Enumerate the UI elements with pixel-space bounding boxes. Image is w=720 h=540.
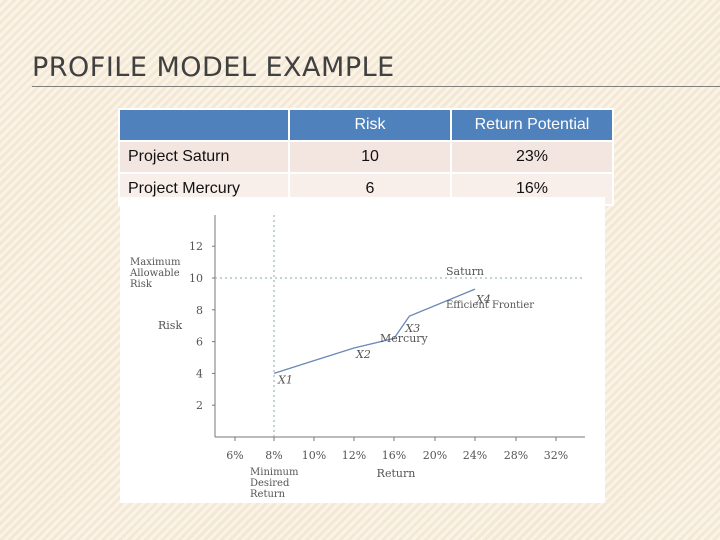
x-tick-label: 12% bbox=[342, 449, 366, 462]
mercury-label: Mercury bbox=[380, 332, 429, 345]
y-tick-label: 8 bbox=[196, 304, 203, 317]
y-tick-label: 4 bbox=[196, 367, 203, 380]
y-tick-label: 10 bbox=[189, 272, 203, 285]
x-tick-label: 24% bbox=[463, 449, 487, 462]
risk-value: 10 bbox=[288, 140, 452, 174]
slide-title: PROFILE MODEL EXAMPLE bbox=[32, 52, 395, 83]
x-tick-label: 32% bbox=[544, 449, 568, 462]
point-label: X1 bbox=[277, 373, 293, 386]
point-label: X2 bbox=[355, 348, 371, 361]
table-header-row: Risk Return Potential bbox=[118, 108, 614, 142]
point-label: X4 bbox=[475, 293, 491, 306]
return-value: 23% bbox=[450, 140, 614, 174]
y-axis-title: Risk bbox=[158, 319, 182, 332]
x-tick-label: 8% bbox=[265, 449, 282, 462]
project-table: Risk Return Potential Project Saturn 10 … bbox=[118, 108, 614, 206]
chart-svg: 2 4 6 8 10 12 6% 8% 10% 12% 16% 20% 24% 28% 32% X1 X2 X3 X… bbox=[129, 215, 585, 500]
x-tick-label: 10% bbox=[302, 449, 326, 462]
x-tick-label: 6% bbox=[226, 449, 243, 462]
efficient-frontier-line bbox=[273, 288, 476, 375]
x-tick-label: 28% bbox=[504, 449, 528, 462]
table-row: Project Saturn 10 23% bbox=[118, 140, 614, 174]
y-tick-label: 2 bbox=[196, 399, 203, 412]
max-risk-label: Allowable bbox=[129, 268, 180, 279]
y-tick-label: 12 bbox=[189, 240, 203, 253]
saturn-label: Saturn bbox=[446, 265, 484, 278]
max-risk-label: Maximum bbox=[130, 257, 181, 268]
point-label: X3 bbox=[404, 322, 420, 335]
min-return-label: Return bbox=[250, 489, 286, 500]
x-tick-label: 16% bbox=[382, 449, 406, 462]
min-return-label: Minimum bbox=[250, 467, 299, 478]
title-underline bbox=[32, 86, 720, 87]
efficient-frontier-label: Efficient Frontier bbox=[446, 300, 534, 311]
header-return-potential: Return Potential bbox=[450, 108, 614, 142]
min-return-label: Desired bbox=[250, 478, 290, 489]
x-axis-title: Return bbox=[377, 467, 416, 480]
x-tick-label: 20% bbox=[423, 449, 447, 462]
efficient-frontier-chart: 2 4 6 8 10 12 6% 8% 10% 12% 16% 20% 24% 28% 32% X1 X2 X3 X… bbox=[120, 197, 605, 503]
max-risk-label: Risk bbox=[130, 279, 153, 290]
project-name: Project Saturn bbox=[118, 140, 290, 174]
header-risk: Risk bbox=[288, 108, 452, 142]
header-blank bbox=[118, 108, 290, 142]
y-tick-label: 6 bbox=[196, 336, 203, 349]
